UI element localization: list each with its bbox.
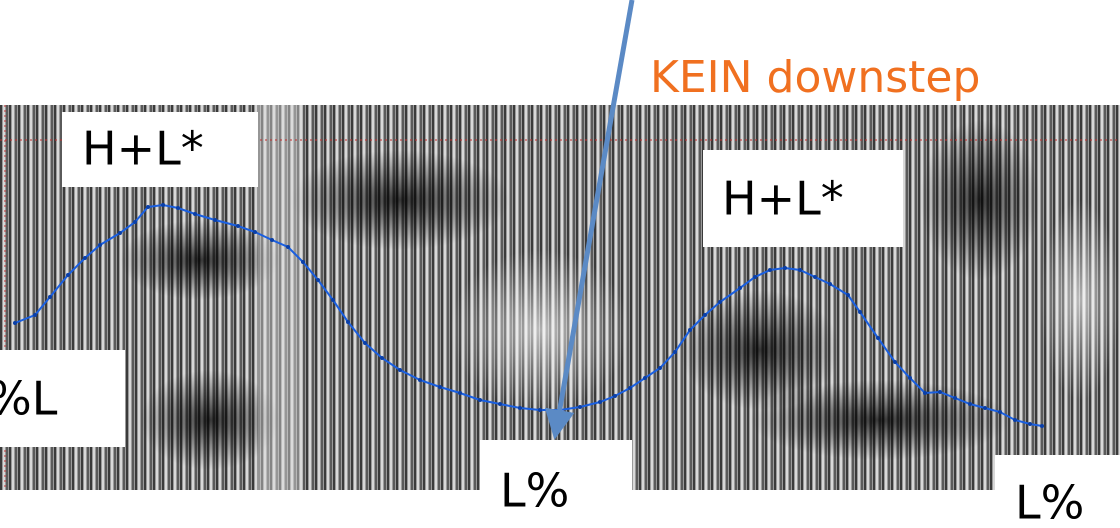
pitch-point [146, 205, 150, 209]
pitch-point [498, 402, 502, 406]
label-box [62, 112, 258, 187]
pitch-point [688, 328, 692, 332]
pitch-point [98, 243, 102, 247]
pitch-point [236, 224, 240, 228]
annotation: KEIN downstep [650, 52, 980, 103]
label-box [0, 350, 125, 447]
pitch-point [923, 391, 927, 395]
tone-label: %L [0, 372, 58, 426]
arrow [544, 0, 635, 440]
pitch-point [1040, 424, 1044, 428]
pitch-point [331, 298, 335, 302]
pitch-point [213, 218, 217, 222]
pitch-point [346, 320, 350, 324]
pitch-point [161, 203, 165, 207]
tone-label: H+L* [722, 172, 844, 226]
pitch-point [133, 220, 137, 224]
pitch-point [783, 266, 787, 270]
pitch-point [703, 313, 707, 317]
pitch-point [438, 385, 442, 389]
pitch-point [380, 356, 384, 360]
pitch-point [1028, 422, 1032, 426]
pitch-point [418, 378, 422, 382]
pitch-point [753, 275, 757, 279]
pitch-point [813, 275, 817, 279]
pitch-point [738, 286, 742, 290]
pitch-point [858, 310, 862, 314]
pitch-point [176, 206, 180, 210]
pitch-point [938, 390, 942, 394]
pitch-point [253, 230, 257, 234]
label-box [703, 150, 903, 247]
pitch-point [828, 282, 832, 286]
spectrogram [0, 105, 1120, 490]
pitch-point [578, 405, 582, 409]
pitch-point [33, 313, 37, 317]
pitch-point [518, 406, 522, 410]
label-box [480, 440, 632, 528]
label-box [995, 455, 1120, 528]
pitch-point [613, 394, 617, 398]
pitch-point [398, 368, 402, 372]
pitch-point [478, 398, 482, 402]
pitch-point [13, 321, 17, 325]
pitch-point [316, 278, 320, 282]
pitch-point [998, 410, 1002, 414]
pitch-point [846, 293, 850, 297]
pitch-point [598, 400, 602, 404]
pitch-point [458, 391, 462, 395]
pitch-point [718, 300, 722, 304]
pitch-point [286, 245, 290, 249]
pitch-point [628, 386, 632, 390]
pitch-point [301, 260, 305, 264]
pitch-point [118, 231, 122, 235]
pitch-point [538, 408, 542, 412]
pitch-point [908, 376, 912, 380]
pitch-point [363, 341, 367, 345]
pitch-point [798, 268, 802, 272]
pitch-point [1013, 418, 1017, 422]
pitch-point [66, 273, 70, 277]
pitch-point [968, 402, 972, 406]
pitch-point [658, 366, 662, 370]
pitch-point [893, 360, 897, 364]
pitch-point [673, 350, 677, 354]
pitch-point [876, 336, 880, 340]
pitch-point [643, 376, 647, 380]
pitch-point [983, 406, 987, 410]
tone-label: H+L* [82, 122, 204, 176]
tone-label: L% [500, 464, 569, 518]
pitch-point [48, 295, 52, 299]
pitch-point [83, 256, 87, 260]
tone-label: L% [1015, 476, 1084, 528]
pitch-point [270, 238, 274, 242]
pitch-point [768, 268, 772, 272]
pitch-point [193, 212, 197, 216]
pitch-point [953, 396, 957, 400]
